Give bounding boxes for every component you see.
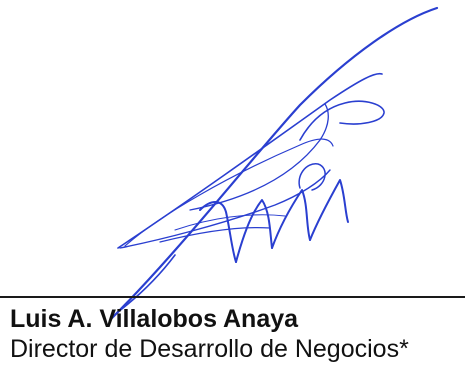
signer-name: Luis A. Villalobos Anaya [10,305,299,333]
signature-line [0,296,465,298]
signer-title: Director de Desarrollo de Negocios* [10,335,409,363]
